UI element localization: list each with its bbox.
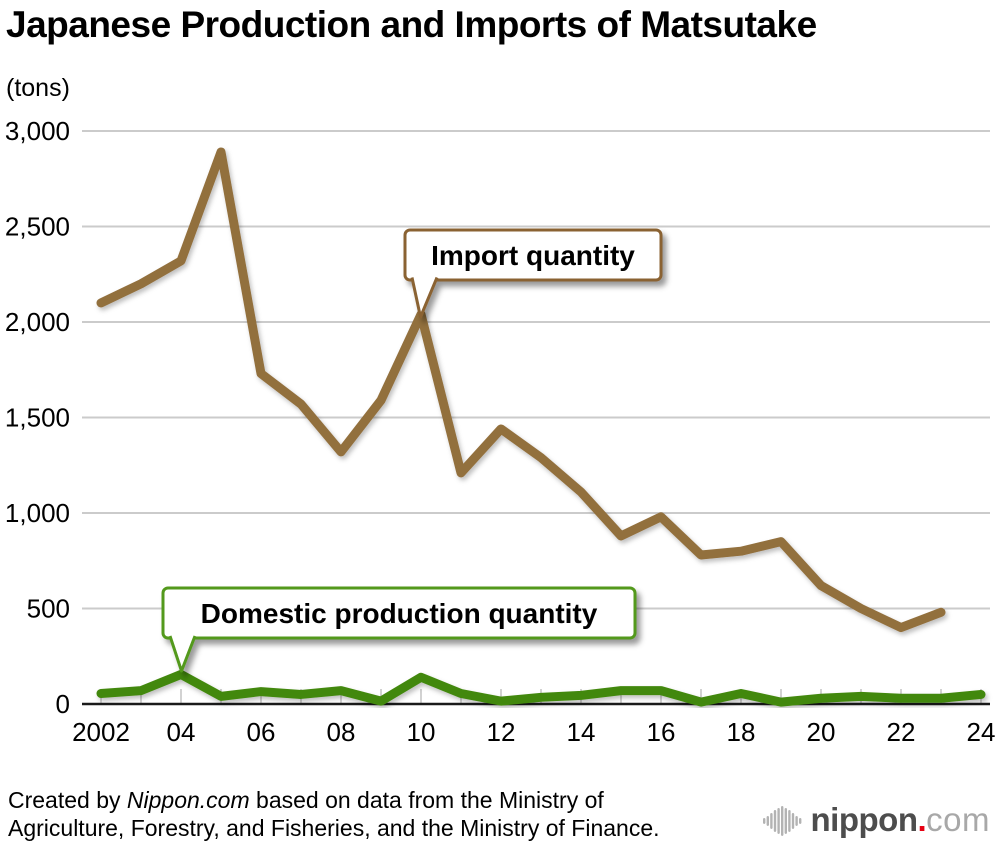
y-tick-label: 1,000 (5, 498, 70, 528)
x-tick-label: 10 (407, 717, 436, 747)
x-tick-label: 16 (647, 717, 676, 747)
y-tick-label: 0 (56, 689, 70, 719)
y-axis-unit-label: (tons) (6, 74, 70, 102)
y-tick-label: 500 (27, 594, 70, 624)
y-tick-label: 3,000 (5, 116, 70, 146)
x-tick-label: 06 (247, 717, 276, 747)
credit-source-name: Nippon.com (126, 787, 250, 813)
credit-line-1: Created by Nippon.com based on data from… (8, 786, 660, 814)
line-chart: 0 500 1,000 1,500 2,000 2,500 3,000 2002 04 06 08… (5, 116, 996, 747)
y-tick-label: 1,500 (5, 403, 70, 433)
y-tick-label: 2,000 (5, 307, 70, 337)
domestic-production-line (96, 669, 986, 707)
x-tick-label: 24 (967, 717, 996, 747)
callout-import-label: Import quantity (431, 240, 635, 271)
x-tick-label: 20 (807, 717, 836, 747)
y-tick-label: 2,500 (5, 212, 70, 242)
x-tick-label: 14 (567, 717, 596, 747)
x-axis-labels: 2002 04 06 08 10 12 14 16 18 20 22 24 (72, 717, 995, 747)
callout-domestic-pointer (168, 635, 197, 673)
logo-name: nippon (810, 800, 918, 838)
x-tick-label: 2002 (72, 717, 130, 747)
series-lines (96, 147, 986, 707)
gridlines (82, 130, 990, 610)
nippon-logo: nippon.com (762, 800, 990, 839)
callout-import-pointer (410, 276, 439, 319)
logo-tld: com (926, 800, 990, 838)
x-tick-label: 22 (887, 717, 916, 747)
credit-text: Created by Nippon.com based on data from… (8, 786, 660, 842)
credit-pre: Created by (8, 787, 127, 813)
callout-domestic-label: Domestic production quantity (201, 598, 598, 629)
y-axis-labels: 0 500 1,000 1,500 2,000 2,500 3,000 (5, 116, 70, 719)
nippon-logo-text: nippon.com (810, 800, 990, 838)
callout-import-quantity: Import quantity (403, 228, 663, 319)
x-tick-label: 08 (327, 717, 356, 747)
callout-domestic-box (161, 586, 637, 640)
credit-line-2: Agriculture, Forestry, and Fisheries, an… (8, 815, 660, 841)
callout-import-box (403, 228, 663, 282)
soundwave-icon (762, 806, 801, 836)
import-quantity-line (96, 147, 946, 633)
credit-post: based on data from the Ministry of (249, 787, 604, 813)
x-tick-label: 12 (487, 717, 516, 747)
callout-domestic-production: Domestic production quantity (161, 586, 637, 673)
x-tick-label: 04 (167, 717, 196, 747)
x-tick-label: 18 (727, 717, 756, 747)
logo-dot: . (917, 800, 927, 838)
page-title: Japanese Production and Imports of Matsu… (6, 4, 817, 45)
